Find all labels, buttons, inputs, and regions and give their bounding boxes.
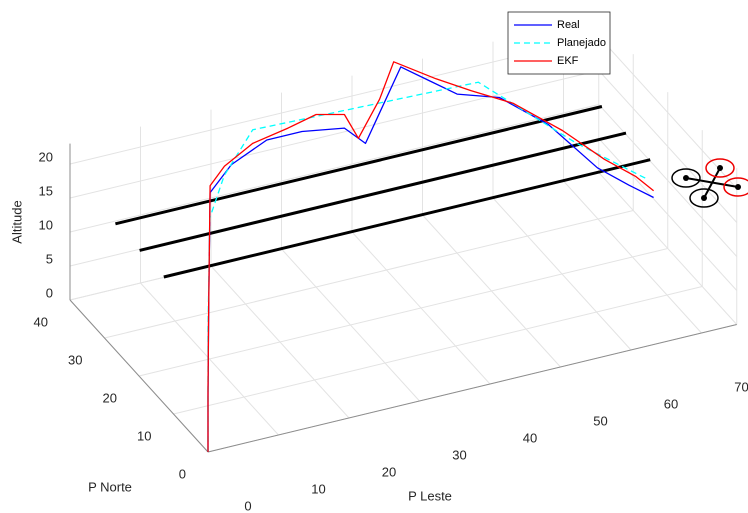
drone-rotor: [723, 177, 748, 197]
x-tick-label: 20: [382, 464, 396, 479]
grid-line: [598, 36, 738, 189]
z-tick-label: 5: [46, 251, 53, 266]
grid-line: [69, 70, 599, 199]
z-tick-label: 0: [46, 285, 53, 300]
x-axis-label: P Leste: [408, 488, 452, 503]
grid-line: [173, 286, 703, 415]
legend-label: EKF: [557, 55, 579, 67]
z-tick-label: 20: [39, 149, 53, 164]
legend-label: Planejado: [557, 37, 606, 49]
legend-label: Real: [557, 19, 580, 31]
grid-line: [69, 104, 599, 233]
grid-line: [598, 70, 738, 223]
y-tick-label: 40: [34, 314, 48, 329]
x-axis-line: [207, 324, 737, 453]
y-tick-label: 0: [179, 466, 186, 481]
x-tick-label: 40: [523, 430, 537, 445]
drone-rotor: [689, 188, 719, 208]
x-tick-label: 70: [734, 379, 748, 394]
grid-line: [598, 172, 738, 325]
y-tick-label: 30: [68, 352, 82, 367]
z-axis-label: Altitude: [9, 200, 24, 243]
y-axis-label: P Norte: [88, 479, 132, 494]
drone-motor: [735, 184, 741, 190]
drone-motor: [683, 175, 689, 181]
x-tick-label: 30: [452, 447, 466, 462]
z-tick-label: 15: [39, 183, 53, 198]
y-tick-label: 20: [103, 390, 117, 405]
drone-rotor: [705, 158, 735, 178]
trajectory: [207, 61, 655, 452]
wire: [139, 131, 627, 252]
y-tick-label: 10: [137, 428, 151, 443]
drone-motor: [701, 195, 707, 201]
x-tick-label: 50: [593, 413, 607, 428]
legend: Real Planejado EKF: [507, 11, 611, 75]
x-tick-label: 10: [311, 481, 325, 496]
y-axis-line: [69, 299, 209, 453]
x-tick-label: 0: [244, 498, 251, 513]
grid-line: [138, 248, 668, 377]
wire: [115, 105, 603, 226]
grid-line: [598, 138, 738, 291]
drone-arm: [703, 167, 721, 199]
grid-line: [598, 104, 738, 257]
z-tick-label: 10: [39, 217, 53, 232]
grid: [69, 16, 738, 453]
grid-line: [104, 210, 634, 339]
x-tick-label: 60: [664, 396, 678, 411]
drone-motor: [717, 165, 723, 171]
drone-rotor: [671, 168, 701, 188]
plot-area: [115, 61, 655, 452]
wire: [163, 158, 651, 279]
drone: [671, 158, 748, 208]
